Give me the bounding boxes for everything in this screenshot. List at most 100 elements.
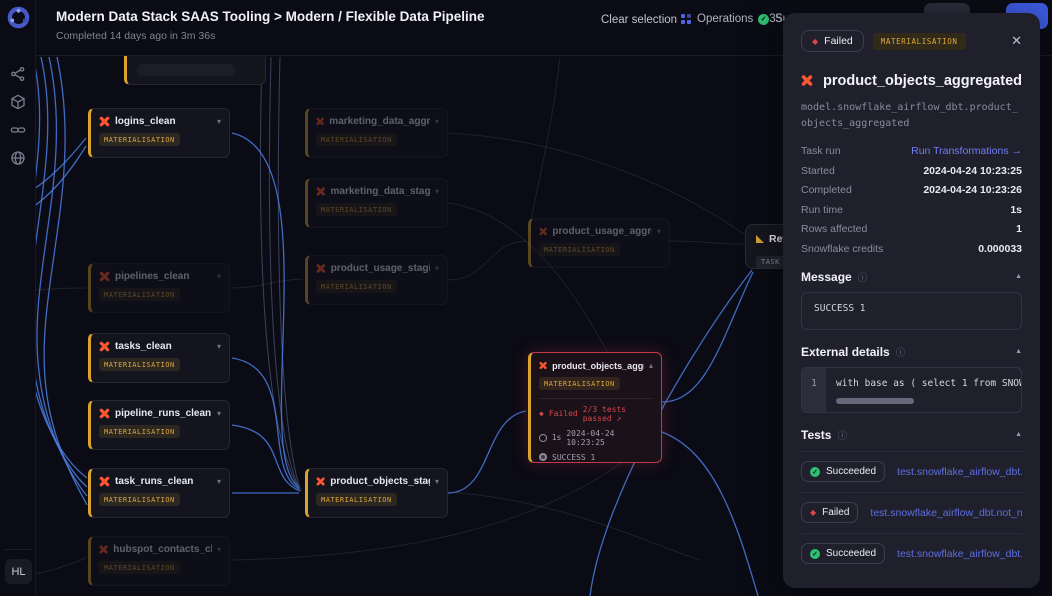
code-line: with base as ( select 1 from SNOWFLAKE [836, 377, 1021, 389]
status-badge: ◆ Failed [801, 30, 864, 52]
node-label: marketing_data_aggregated [329, 116, 430, 127]
node-tasks-clean[interactable]: tasks_clean ▾ MATERIALISATION [88, 333, 230, 383]
test-row[interactable]: ✓ Succeeded test.snowflake_airflow_dbt.n… [801, 534, 1022, 574]
collapse-icon[interactable]: ▲ [1015, 348, 1022, 355]
link-icon[interactable] [10, 122, 26, 138]
chevron-down-icon[interactable]: ▾ [216, 409, 221, 418]
materialisation-badge: MATERIALISATION [99, 288, 180, 301]
test-link[interactable]: test.snowflake_airflow_dbt.not_null_pr [870, 506, 1022, 519]
node-runtime: 1s [551, 433, 562, 442]
close-icon[interactable]: ✕ [1011, 33, 1022, 48]
success-check-icon: ✓ [758, 13, 769, 25]
pipeline-graph-icon[interactable] [10, 66, 26, 82]
message-heading: Message [801, 269, 852, 284]
chevron-down-icon[interactable]: ▾ [216, 545, 221, 554]
test-status-badge: ✓ Succeeded [801, 543, 886, 564]
chevron-down-icon[interactable]: ▾ [434, 477, 439, 486]
kv-value: 2024-04-24 10:23:25 [923, 164, 1022, 177]
test-row[interactable]: ✓ Succeeded test.snowflake_airflow_dbt.u… [801, 452, 1022, 493]
chevron-down-icon[interactable]: ▾ [656, 227, 661, 236]
kv-value: 1 [1016, 223, 1022, 235]
gear-icon [539, 453, 547, 461]
node-label: task_runs_clean [115, 476, 194, 487]
dbt-icon [316, 264, 326, 273]
node-label: pipelines_clean [115, 271, 190, 282]
user-avatar[interactable]: HL [5, 559, 32, 584]
node-product-objects-staging[interactable]: product_objects_staging ▾ MATERIALISATIO… [305, 468, 448, 518]
kv-label: Started [801, 164, 835, 177]
cube-icon[interactable] [10, 94, 26, 110]
node-badge-skeleton [137, 64, 235, 76]
materialisation-badge: MATERIALISATION [99, 358, 180, 371]
node-pipelines-clean[interactable]: pipelines_clean ▾ MATERIALISATION [88, 263, 230, 313]
sidebar: HL [0, 0, 36, 596]
materialisation-badge: MATERIALISATION [316, 280, 397, 293]
chevron-down-icon[interactable]: ▾ [216, 117, 221, 126]
succeeded-check-icon: ✓ [810, 466, 820, 477]
node-pipeline-runs-clean[interactable]: pipeline_runs_clean ▾ MATERIALISATION [88, 400, 230, 450]
test-status-badge: ◆ Failed [801, 502, 859, 523]
materialisation-badge: MATERIALISATION [99, 133, 180, 146]
model-path: model.snowflake_airflow_dbt.product_obje… [801, 102, 1018, 129]
node-product-objects-aggregated-selected[interactable]: product_objects_aggregated ▴ MATERIALISA… [528, 352, 662, 463]
node-timestamp: 2024-04-24 10:23:25 [566, 428, 615, 447]
code-box: 1 with base as ( select 1 from SNOWFLAKE [801, 366, 1022, 413]
materialisation-badge: MATERIALISATION [99, 493, 180, 506]
chevron-down-icon[interactable]: ▾ [216, 272, 221, 281]
operations-label: Operations [697, 13, 754, 25]
chevron-up-icon[interactable]: ▴ [648, 361, 653, 370]
chevron-down-icon[interactable]: ▾ [216, 477, 221, 486]
node-label: tasks_clean [115, 341, 172, 352]
test-row[interactable]: ◆ Failed test.snowflake_airflow_dbt.not_… [801, 493, 1022, 534]
chevron-down-icon[interactable]: ▾ [434, 117, 439, 126]
node-message: SUCCESS 1 [552, 452, 596, 462]
horizontal-scrollbar[interactable] [836, 397, 914, 404]
succeeded-check-icon: ✓ [810, 548, 820, 559]
materialisation-badge: MATERIALISATION [539, 377, 620, 390]
divider [801, 450, 1022, 452]
tests-summary-link[interactable]: 2/3 tests passed ↗ [582, 404, 627, 423]
info-icon: ⓘ [857, 272, 868, 284]
node-label: product_usage_staging [330, 263, 430, 274]
test-link[interactable]: test.snowflake_airflow_dbt.unique_pro [897, 465, 1022, 478]
collapse-icon[interactable]: ▲ [1015, 431, 1022, 438]
kv-label: Snowflake credits [801, 242, 884, 255]
clear-selection-button[interactable]: Clear selection [601, 14, 678, 26]
dbt-icon [539, 227, 547, 236]
dbt-icon [316, 117, 324, 126]
dbt-icon [801, 75, 813, 86]
task-badge: TASK [756, 256, 785, 268]
dbt-icon [99, 408, 110, 419]
materialisation-badge: MATERIALISATION [872, 32, 966, 50]
node-marketing-data-aggregated[interactable]: marketing_data_aggregated ▾ MATERIALISAT… [305, 108, 448, 158]
node-marketing-data-staging[interactable]: marketing_data_staging ▾ MATERIALISATION [305, 178, 448, 228]
operations-count: 35 [769, 13, 783, 25]
kv-label: Rows affected [801, 223, 868, 235]
panel-title: product_objects_aggregated [822, 72, 1022, 89]
message-box: SUCCESS 1 [801, 291, 1022, 330]
tests-heading: Tests [801, 427, 832, 442]
kv-label: Completed [801, 184, 852, 196]
failed-diamond-icon: ◆ [539, 409, 544, 418]
chevron-down-icon[interactable]: ▾ [216, 342, 221, 351]
materialisation-badge: MATERIALISATION [539, 243, 620, 256]
kv-value: 1s [1010, 203, 1022, 216]
chevron-down-icon[interactable]: ▾ [434, 187, 439, 196]
node-label: product_objects_staging [330, 476, 430, 487]
collapse-icon[interactable]: ▲ [1015, 273, 1022, 280]
info-icon: ⓘ [837, 430, 847, 442]
node-product-usage-staging[interactable]: product_usage_staging ▾ MATERIALISATION [305, 255, 448, 305]
node-logins-clean[interactable]: logins_clean ▾ MATERIALISATION [88, 108, 230, 158]
operations-grid-icon [681, 14, 691, 24]
status-text: Failed [824, 35, 853, 47]
node-product-usage-aggregated[interactable]: product_usage_aggregated ▾ MATERIALISATI… [528, 218, 670, 268]
test-link[interactable]: test.snowflake_airflow_dbt.not_null_pr [897, 547, 1022, 560]
test-status: Succeeded [826, 548, 877, 559]
app-logo-icon[interactable] [7, 6, 30, 29]
task-run-link[interactable]: Run Transformations → [911, 145, 1022, 157]
node-task-runs-clean[interactable]: task_runs_clean ▾ MATERIALISATION [88, 468, 230, 518]
chevron-down-icon[interactable]: ▾ [434, 264, 439, 273]
globe-icon[interactable] [10, 150, 26, 166]
dbt-icon [99, 545, 108, 554]
node-hubspot-contacts-clean[interactable]: hubspot_contacts_clean ▾ MATERIALISATION [88, 536, 230, 586]
